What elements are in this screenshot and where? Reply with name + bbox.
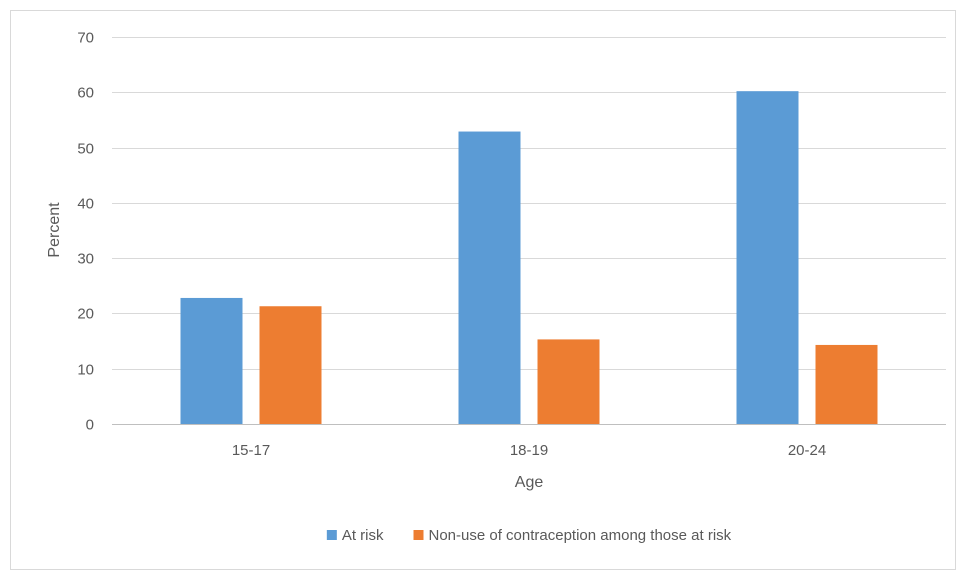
bar-at-risk-15-17 (180, 297, 243, 424)
x-tick-label: 20-24 (788, 442, 826, 459)
bars (180, 91, 878, 425)
x-axis-title: Age (515, 474, 544, 491)
y-tick-label: 50 (77, 141, 94, 158)
legend-swatch-at-risk (326, 530, 337, 540)
y-tick-label: 60 (77, 85, 94, 102)
bar-at-risk-18-19 (458, 131, 521, 424)
x-axis-ticks: 15-17 18-19 20-24 (232, 442, 826, 459)
y-tick-label: 20 (77, 306, 94, 323)
bar-at-risk-20-24 (736, 91, 799, 425)
bar-non-use-15-17 (259, 306, 322, 424)
gridlines (112, 37, 946, 425)
y-tick-label: 30 (77, 251, 94, 268)
legend-label-at-risk: At risk (342, 527, 384, 544)
y-tick-label: 10 (77, 362, 94, 379)
y-tick-label: 70 (77, 30, 94, 47)
legend-label-non-use: Non-use of contraception among those at … (429, 527, 732, 544)
x-tick-label: 18-19 (510, 442, 548, 459)
y-tick-label: 0 (86, 417, 94, 434)
bar-non-use-18-19 (537, 339, 600, 424)
x-tick-label: 15-17 (232, 442, 270, 459)
y-axis-ticks: 0 10 20 30 40 50 60 70 (77, 30, 94, 434)
y-axis-title: Percent (46, 202, 63, 258)
bar-non-use-20-24 (815, 344, 878, 424)
y-tick-label: 40 (77, 196, 94, 213)
legend-swatch-non-use (413, 530, 424, 540)
legend: At risk Non-use of contraception among th… (326, 527, 732, 544)
